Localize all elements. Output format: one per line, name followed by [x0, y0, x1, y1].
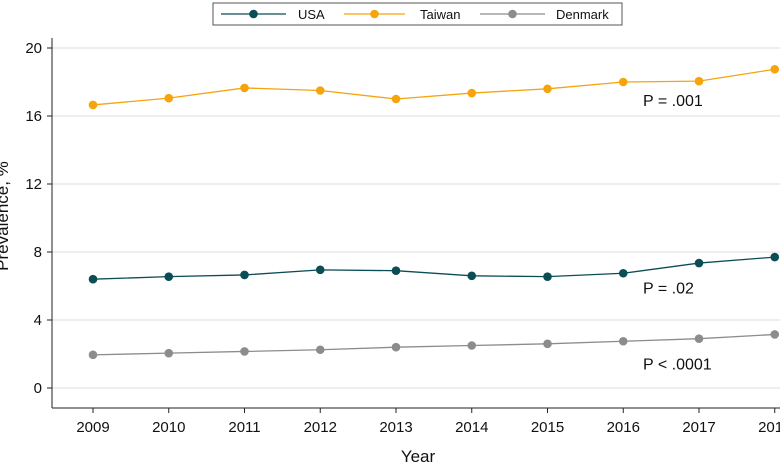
y-tick-label: 4 — [34, 312, 42, 329]
data-point-usa — [315, 265, 325, 275]
legend-label-taiwan: Taiwan — [420, 7, 460, 22]
data-point-denmark — [88, 350, 98, 360]
p-value-annotation: P < .0001 — [643, 356, 712, 373]
data-point-taiwan — [694, 76, 704, 86]
data-point-taiwan — [618, 77, 628, 87]
y-tick-label: 8 — [34, 244, 42, 261]
legend-box — [212, 2, 623, 26]
y-axis-ticks: 0 4 8 12 16 20 — [25, 40, 52, 397]
legend: USA Taiwan Denmark — [212, 2, 623, 26]
data-point-denmark — [391, 342, 401, 352]
y-tick-label: 12 — [25, 176, 42, 193]
x-tick-label: 2010 — [152, 419, 185, 436]
data-point-usa — [467, 271, 477, 281]
x-tick-label: 2013 — [379, 419, 412, 436]
data-point-taiwan — [315, 86, 325, 95]
y-axis-title: Prevalence, % — [0, 161, 12, 271]
data-point-taiwan — [88, 100, 98, 110]
data-point-usa — [770, 252, 780, 262]
data-point-usa — [391, 266, 401, 276]
y-tick-label: 20 — [25, 40, 42, 57]
data-point-denmark — [315, 345, 325, 355]
legend-marker-taiwan — [370, 9, 379, 19]
data-point-taiwan — [467, 88, 477, 98]
data-point-taiwan — [543, 84, 552, 94]
data-point-denmark — [770, 330, 780, 339]
x-axis-title: Year — [401, 447, 436, 466]
data-point-denmark — [694, 334, 704, 344]
legend-label-denmark: Denmark — [556, 7, 609, 22]
data-point-denmark — [618, 336, 628, 346]
data-point-denmark — [240, 347, 249, 356]
x-tick-label: 2012 — [304, 419, 337, 436]
data-point-taiwan — [240, 83, 249, 93]
x-tick-label: 2015 — [531, 419, 564, 436]
legend-label-usa: USA — [298, 7, 325, 22]
data-point-taiwan — [164, 93, 174, 103]
legend-marker-denmark — [508, 9, 517, 19]
x-axis-ticks: 2009 2010 2011 2012 2013 2014 2015 2016 2017 2018 — [76, 408, 780, 436]
y-tick-label: 0 — [34, 380, 42, 397]
data-point-usa — [240, 270, 249, 280]
data-point-usa — [164, 272, 174, 281]
series-group — [88, 64, 780, 360]
x-tick-label: 2009 — [76, 419, 109, 436]
data-point-taiwan — [770, 64, 780, 74]
series-line-taiwan — [92, 68, 775, 106]
annotations: P = .001 P = .02 P < .0001 — [643, 93, 712, 373]
data-point-usa — [88, 274, 98, 284]
x-tick-label: 2017 — [682, 419, 715, 436]
p-value-annotation: P = .02 — [643, 280, 694, 297]
series-line-usa — [92, 256, 775, 280]
legend-marker-usa — [249, 9, 258, 19]
data-point-usa — [694, 258, 704, 268]
series-line-denmark — [92, 333, 775, 356]
data-point-denmark — [467, 341, 477, 350]
x-tick-label: 2011 — [228, 419, 260, 436]
data-point-usa — [543, 272, 552, 281]
data-point-usa — [618, 268, 628, 278]
y-tick-label: 16 — [25, 108, 42, 125]
x-tick-label: 2014 — [455, 419, 488, 436]
x-tick-label: 2018 — [758, 419, 780, 436]
x-tick-label: 2016 — [607, 419, 640, 436]
p-value-annotation: P = .001 — [643, 93, 703, 110]
data-point-denmark — [164, 348, 174, 358]
axes — [51, 38, 780, 409]
data-point-taiwan — [391, 94, 401, 104]
gridlines — [52, 47, 780, 389]
data-point-denmark — [543, 339, 552, 349]
